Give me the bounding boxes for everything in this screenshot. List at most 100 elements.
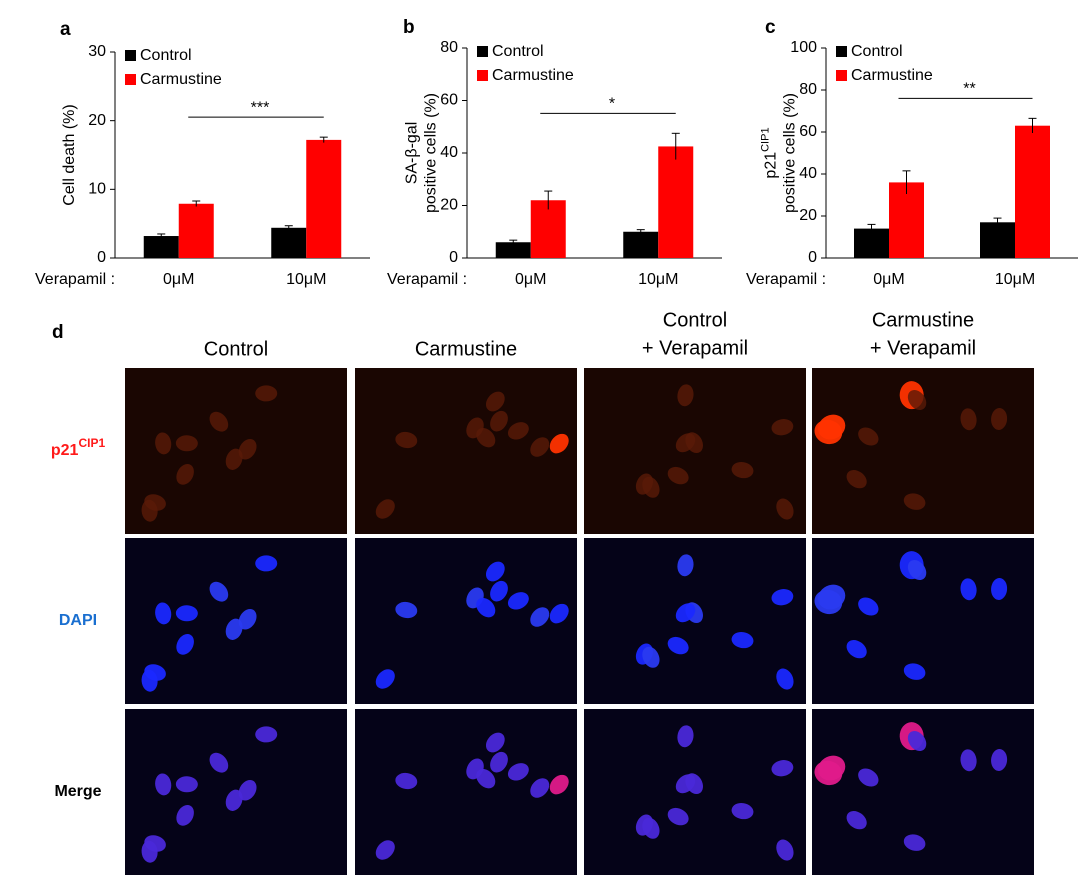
bar	[530, 200, 566, 258]
legend-swatch	[125, 74, 136, 85]
panel-label: b	[403, 17, 415, 38]
y-tick-label: 40	[799, 165, 817, 182]
error-bar	[867, 223, 876, 233]
error-bar	[636, 229, 645, 234]
y-tick-label: 30	[88, 43, 106, 60]
column-header: + Verapamil	[642, 337, 748, 359]
bar	[623, 231, 659, 258]
row-label-sup: CIP1	[78, 436, 105, 450]
legend-swatch	[836, 70, 847, 81]
bar	[178, 203, 214, 258]
legend-label: Control	[492, 43, 544, 60]
significance-label: *	[609, 96, 615, 113]
nucleus	[991, 748, 1008, 771]
nucleus	[141, 669, 158, 692]
y-tick-label: 20	[440, 197, 458, 214]
nucleus	[155, 773, 172, 796]
legend-swatch	[477, 46, 488, 57]
nucleus	[960, 408, 977, 431]
error-bar	[157, 233, 166, 239]
y-axis-label: SA-β-gal	[404, 122, 421, 185]
nucleus	[991, 407, 1008, 430]
row-label: DAPI	[59, 612, 97, 629]
nucleus	[141, 840, 158, 863]
error-bar	[993, 217, 1002, 227]
y-axis-label: p21CIP1	[759, 127, 779, 178]
row-label: p21CIP1	[51, 436, 106, 459]
x-tick-label: 0μM	[163, 271, 194, 288]
nucleus	[549, 774, 569, 795]
y-axis-label-part: SA-β-gal	[404, 122, 421, 185]
x-tick-label: 10μM	[638, 271, 678, 288]
y-tick-label: 0	[808, 249, 817, 266]
y-tick-label: 20	[799, 207, 817, 224]
nucleus	[731, 461, 754, 479]
x-tick-label: 0μM	[515, 271, 546, 288]
bar	[495, 242, 531, 258]
nucleus	[507, 763, 529, 781]
nucleus	[771, 419, 794, 436]
nucleus	[176, 804, 194, 826]
nucleus	[255, 555, 278, 572]
y-axis-label: positive cells (%)	[782, 93, 799, 213]
nucleus	[476, 768, 496, 789]
column-header: + Verapamil	[870, 337, 976, 359]
error-bar	[1028, 117, 1037, 134]
nucleus	[903, 834, 926, 851]
nucleus	[814, 419, 843, 445]
bar	[658, 146, 694, 258]
nucleus	[677, 554, 694, 577]
y-tick-label: 80	[799, 81, 817, 98]
nucleus	[175, 605, 198, 622]
nucleus	[375, 669, 395, 689]
bar	[1015, 125, 1050, 258]
nucleus	[776, 839, 794, 861]
nucleus	[776, 498, 794, 520]
nucleus	[255, 726, 278, 743]
nucleus	[675, 603, 696, 623]
legend-label: Control	[140, 47, 192, 64]
bar	[854, 228, 889, 258]
y-tick-label: 10	[88, 181, 106, 198]
column-header: Carmustine	[415, 338, 517, 360]
nucleus	[155, 602, 172, 625]
nucleus	[530, 607, 550, 627]
nucleus	[175, 435, 198, 452]
column-header: Control	[204, 338, 268, 360]
row-label-text: p21	[51, 442, 79, 459]
nucleus	[642, 476, 660, 498]
x-tick-label: 0μM	[873, 271, 904, 288]
legend-swatch	[125, 50, 136, 61]
error-bar	[509, 239, 518, 245]
nucleus	[176, 463, 194, 485]
nucleus	[858, 597, 879, 616]
nucleus	[667, 636, 689, 655]
significance-label: **	[963, 81, 975, 98]
nucleus	[476, 597, 496, 618]
nucleus	[642, 817, 660, 839]
nucleus	[530, 437, 550, 457]
nucleus	[814, 589, 843, 615]
row-label-text: Merge	[54, 783, 101, 800]
nucleus	[907, 390, 927, 411]
row-label: Merge	[54, 783, 101, 800]
bar	[889, 182, 924, 258]
nucleus	[238, 609, 257, 630]
error-bar	[544, 190, 553, 210]
y-axis-label: Cell death (%)	[61, 104, 78, 205]
y-tick-label: 0	[449, 249, 458, 266]
nucleus	[846, 640, 867, 659]
y-tick-label: 40	[440, 144, 458, 161]
nucleus	[225, 789, 243, 811]
nucleus	[507, 592, 529, 610]
nucleus	[858, 427, 879, 446]
x-prefix: Verapamil :	[387, 271, 467, 288]
panel-label: a	[60, 19, 71, 40]
nucleus	[776, 668, 794, 690]
error-bar	[319, 136, 328, 143]
nucleus	[141, 499, 158, 522]
nucleus	[960, 749, 977, 772]
y-axis-label-part: Cell death (%)	[61, 104, 78, 205]
nucleus	[991, 577, 1008, 600]
nucleus	[549, 603, 569, 624]
